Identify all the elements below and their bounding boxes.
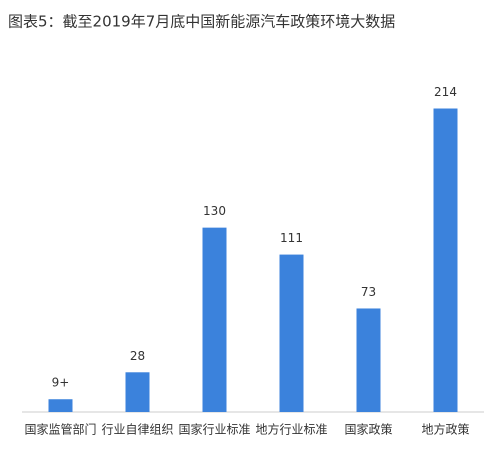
x-tick-label: 行业自律组织 — [101, 423, 173, 437]
x-tick-label: 地方行业标准 — [255, 422, 327, 437]
x-tick-label: 国家监管部门 — [24, 422, 96, 437]
data-label: 73 — [361, 285, 376, 299]
bar — [48, 399, 73, 412]
x-tick-label: 国家政策 — [344, 422, 392, 437]
x-tick-label: 地方政策 — [421, 422, 469, 437]
bar — [356, 308, 381, 412]
data-label: 130 — [203, 204, 226, 218]
bar — [202, 227, 227, 412]
bar — [125, 372, 150, 412]
data-label: 28 — [130, 349, 145, 363]
bar — [433, 108, 458, 412]
data-label: 9+ — [52, 376, 70, 390]
data-label: 214 — [434, 85, 457, 99]
x-tick-label: 国家行业标准 — [178, 422, 250, 437]
data-label: 111 — [280, 231, 303, 245]
chart-title: 图表5：截至2019年7月底中国新能源汽车政策环境大数据 — [8, 13, 395, 31]
bar — [279, 254, 304, 412]
